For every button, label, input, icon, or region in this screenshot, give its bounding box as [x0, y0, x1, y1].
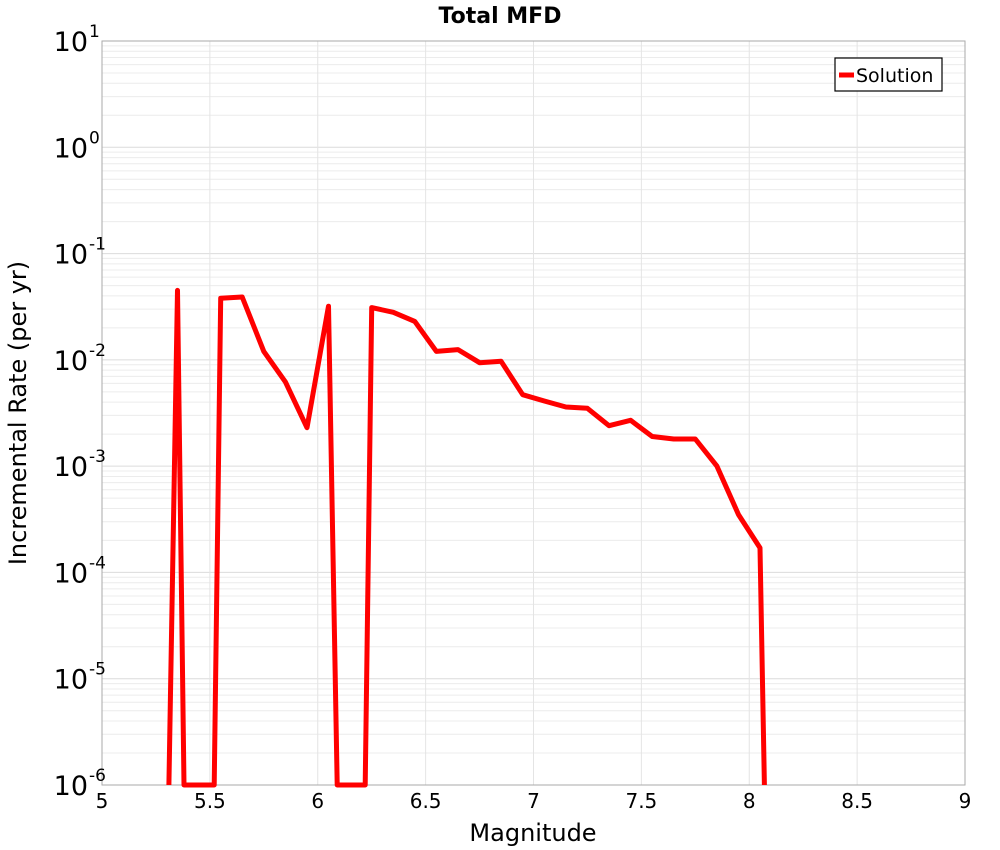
x-tick-label: 5.5: [194, 789, 226, 813]
y-tick-label: 10 -5: [54, 660, 106, 696]
y-tick-exponent: -3: [89, 447, 106, 467]
y-tick-exponent: -4: [89, 553, 106, 573]
y-tick-exponent: -1: [89, 235, 106, 255]
x-tick-labels: 5 5.5 6 6.5 7 7.5 8 8.5 9: [96, 789, 972, 813]
x-tick-label: 9: [959, 789, 972, 813]
x-axis-label: Magnitude: [469, 819, 596, 847]
x-tick-label: 7: [527, 789, 540, 813]
y-tick-base: 10: [54, 558, 88, 589]
plot-area-frame: [101, 40, 966, 786]
y-tick-base: 10: [54, 665, 88, 696]
y-tick-label: 10 -1: [54, 235, 106, 271]
y-tick-label: 10 -3: [54, 447, 106, 483]
x-tick-label: 8.5: [841, 789, 873, 813]
y-tick-base: 10: [54, 346, 88, 377]
y-tick-exponent: -2: [89, 341, 106, 361]
y-tick-label: 10 -2: [54, 341, 106, 377]
y-axis-label: Incremental Rate (per yr): [4, 261, 32, 565]
y-tick-exponent: 1: [89, 22, 100, 42]
x-tick-label: 6.5: [410, 789, 442, 813]
series-line-solution: [166, 287, 767, 788]
x-tick-label: 6: [311, 789, 324, 813]
y-tick-base: 10: [54, 133, 88, 164]
y-tick-label: 10 -6: [54, 766, 106, 802]
legend: Solution: [834, 57, 943, 92]
y-tick-base: 10: [54, 771, 88, 802]
y-tick-exponent: -5: [89, 660, 106, 680]
y-tick-base: 10: [54, 452, 88, 483]
legend-label-solution: Solution: [856, 65, 933, 87]
y-tick-label: 10 -4: [54, 553, 106, 589]
y-tick-base: 10: [54, 27, 88, 58]
y-tick-exponent: 0: [89, 128, 100, 148]
series-layer: [166, 287, 767, 788]
y-tick-exponent: -6: [89, 766, 106, 786]
x-tick-label: 7.5: [625, 789, 657, 813]
y-tick-label: 10 1: [54, 22, 100, 58]
chart-title: Total MFD: [439, 4, 562, 29]
x-tick-label: 8: [743, 789, 756, 813]
y-tick-base: 10: [54, 240, 88, 271]
y-tick-label: 10 0: [54, 128, 100, 164]
grid: [101, 41, 966, 786]
x-tick-label: 5: [96, 789, 109, 813]
